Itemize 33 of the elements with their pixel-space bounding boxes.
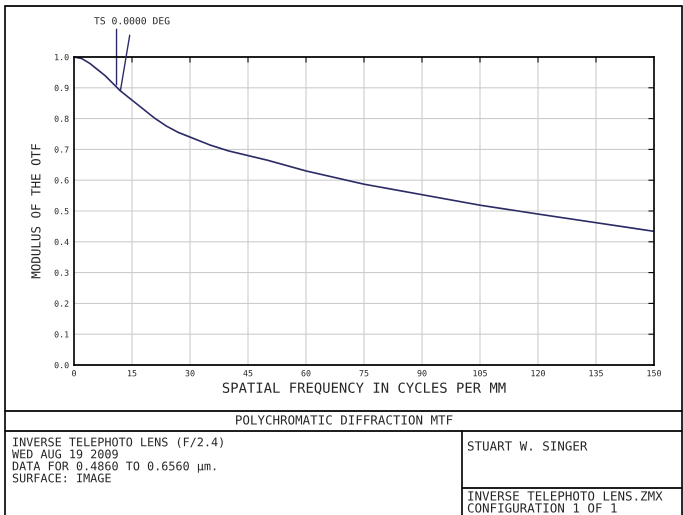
text: INVERSE TELEPHOTO LENS.ZMX	[468, 491, 663, 501]
text: DATA FOR 0.4860 TO 0.6560 µm.	[12, 462, 216, 473]
y-tick-label: 0.5	[54, 208, 68, 214]
x-tick-label: 15	[128, 370, 136, 376]
x-tick-label: 30	[186, 370, 194, 376]
text: CONFIGURATION 1 OF 1	[468, 503, 617, 513]
x-tick-label: 45	[243, 370, 252, 376]
y-tick-label: 0.0	[54, 362, 69, 368]
y-tick-label: 0.2	[54, 300, 68, 307]
y-tick-label: 0.4	[54, 238, 69, 246]
y-tick-label: 0.1	[54, 331, 69, 338]
x-tick-label: 75	[360, 370, 368, 376]
y-tick-label: 0.3	[54, 270, 69, 276]
y-tick-label: 0.6	[54, 177, 69, 184]
text: POLYCHROMATIC DIFFRACTION MTF	[236, 415, 452, 425]
y-tick-label: 0.8	[54, 116, 69, 122]
y-tick-label: 1.0	[55, 54, 69, 60]
text: INVERSE TELEPHOTO LENS (F/2.4)	[13, 437, 223, 448]
x-tick-label: 105	[473, 370, 487, 376]
text: STUART W. SINGER	[468, 441, 588, 451]
annotation: TS 0.0000 DEG	[94, 17, 170, 24]
x-tick-label: 120	[531, 370, 545, 376]
x-tick-label: 0	[72, 370, 76, 376]
x-tick-label: 135	[589, 370, 603, 376]
y-tick-label: 0.7	[54, 146, 69, 153]
x-tick-label: 90	[418, 370, 426, 376]
x-axis-title: SPATIAL FREQUENCY IN CYCLES PER MM	[222, 382, 506, 395]
text: WED AUG 19 2009	[12, 450, 118, 458]
x-tick-label: 150	[647, 370, 661, 376]
y-tick-label: 0.9	[54, 84, 69, 92]
y-axis-title: MODULUS OF THE OTF	[31, 144, 41, 278]
text: SURFACE: IMAGE	[12, 474, 111, 482]
x-tick-label: 60	[302, 370, 310, 376]
